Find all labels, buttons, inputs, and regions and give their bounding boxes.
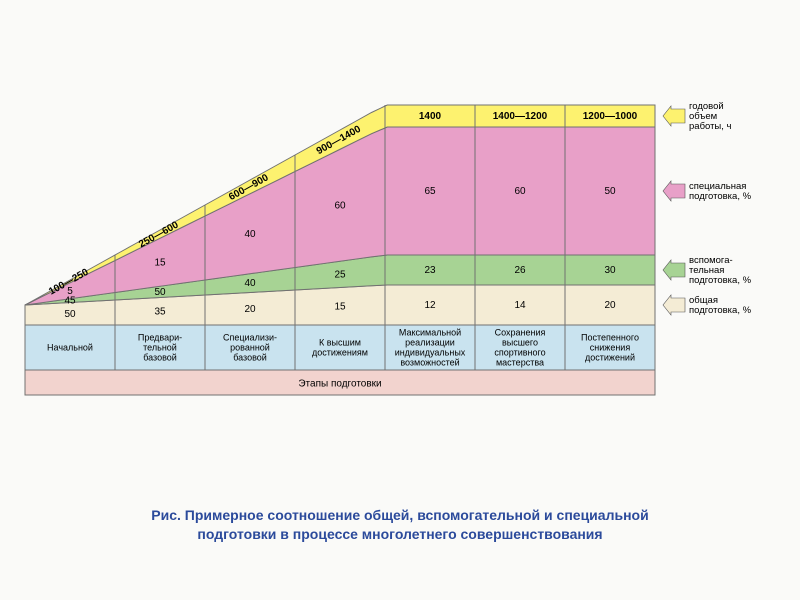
- caption-line2: подготовки в процессе многолетнего совер…: [197, 526, 602, 542]
- green-value: 30: [604, 265, 616, 276]
- cream-value: 35: [154, 306, 166, 317]
- green-value: 26: [514, 265, 526, 276]
- pink-value: 50: [604, 186, 616, 197]
- green-value: 45: [64, 296, 76, 307]
- stage-label: Максимальнойреализациииндивидуальныхвозм…: [395, 328, 466, 368]
- cream-value: 12: [424, 300, 436, 311]
- cream-value: 14: [514, 300, 526, 311]
- stage-label: Начальной: [47, 343, 93, 353]
- green-value: 23: [424, 265, 436, 276]
- pink-value: 40: [244, 229, 256, 240]
- legend-arrow: [663, 295, 685, 315]
- green-value: 25: [334, 269, 346, 280]
- pink-value: 65: [424, 186, 436, 197]
- legend-arrow: [663, 260, 685, 280]
- green-value: 50: [154, 287, 166, 298]
- legend-label: специальнаяподготовка, %: [689, 181, 752, 202]
- yellow-value: 1400—1200: [493, 111, 548, 122]
- stage-label: К высшимдостижениям: [312, 338, 368, 358]
- cream-value: 15: [334, 301, 346, 312]
- legend-arrow: [663, 106, 685, 126]
- legend-label: вспомога-тельнаяподготовка, %: [689, 255, 752, 286]
- legend-label: годовойобъемработы, ч: [689, 101, 732, 132]
- yellow-value: 1200—1000: [583, 111, 638, 122]
- cream-value: 50: [64, 309, 76, 320]
- stage-label: Предвари-тельнойбазовой: [138, 333, 182, 363]
- yellow-value: 1400: [419, 111, 442, 122]
- footer-label: Этапы подготовки: [298, 379, 381, 390]
- caption-line1: Рис. Примерное соотношение общей, вспомо…: [151, 507, 648, 523]
- green-value: 40: [244, 278, 256, 289]
- cream-value: 20: [604, 300, 616, 311]
- pink-value: 60: [514, 186, 526, 197]
- pink-value: 60: [334, 200, 346, 211]
- pink-value: 15: [154, 257, 166, 268]
- cream-value: 20: [244, 304, 256, 315]
- legend-arrow: [663, 181, 685, 201]
- legend-label: общаяподготовка, %: [689, 295, 752, 316]
- stage-label: Сохранениявысшегоспортивногомастерства: [494, 328, 545, 368]
